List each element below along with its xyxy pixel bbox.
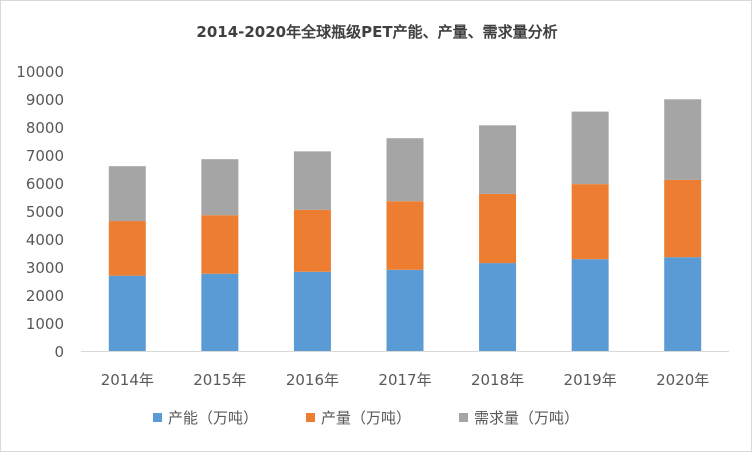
chart-title: 2014-2020年全球瓶级PET产能、产量、需求量分析 (196, 23, 557, 41)
y-tick-label: 8000 (26, 119, 64, 137)
bar-segment-demand (664, 99, 702, 180)
legend-label: 产能（万吨） (168, 409, 258, 427)
y-tick-label: 10000 (16, 63, 64, 81)
legend-swatch (306, 413, 315, 422)
bar-segment-capacity (386, 269, 424, 351)
bar-segment-capacity (108, 275, 146, 351)
bar-segment-demand (571, 111, 609, 185)
legend-label: 产量（万吨） (321, 409, 411, 427)
legend-label: 需求量（万吨） (474, 409, 579, 427)
x-tick-label: 2014年 (101, 371, 154, 389)
x-tick-label: 2018年 (471, 371, 524, 389)
bar-segment-capacity (201, 273, 239, 351)
y-tick-label: 7000 (26, 147, 64, 165)
bar-segment-production (571, 184, 609, 260)
y-tick-label: 6000 (26, 175, 64, 193)
bar-segment-capacity (571, 259, 609, 351)
bar-segment-demand (293, 151, 331, 210)
bar-segment-capacity (664, 257, 702, 351)
y-tick-label: 0 (54, 343, 64, 361)
x-tick-label: 2017年 (378, 371, 431, 389)
bar-segment-demand (201, 159, 239, 216)
bar-segment-capacity (479, 263, 517, 351)
bar-segment-production (201, 215, 239, 274)
legend-swatch (153, 413, 162, 422)
bar-segment-production (386, 201, 424, 270)
x-tick-label: 2016年 (286, 371, 339, 389)
x-tick-label: 2015年 (193, 371, 246, 389)
bar-segment-capacity (293, 271, 331, 351)
y-tick-label: 2000 (26, 287, 64, 305)
y-tick-label: 1000 (26, 315, 64, 333)
x-tick-label: 2020年 (656, 371, 709, 389)
legend-swatch (459, 413, 468, 422)
bar-segment-demand (386, 138, 424, 202)
bar-segment-production (664, 179, 702, 258)
bar-segment-demand (479, 125, 517, 194)
y-tick-label: 5000 (26, 203, 64, 221)
x-tick-label: 2019年 (564, 371, 617, 389)
y-tick-label: 4000 (26, 231, 64, 249)
y-tick-label: 3000 (26, 259, 64, 277)
bar-segment-production (479, 193, 517, 264)
bar-segment-production (293, 209, 331, 272)
bar-segment-demand (108, 166, 146, 222)
y-tick-label: 9000 (26, 91, 64, 109)
bar-segment-production (108, 221, 146, 276)
